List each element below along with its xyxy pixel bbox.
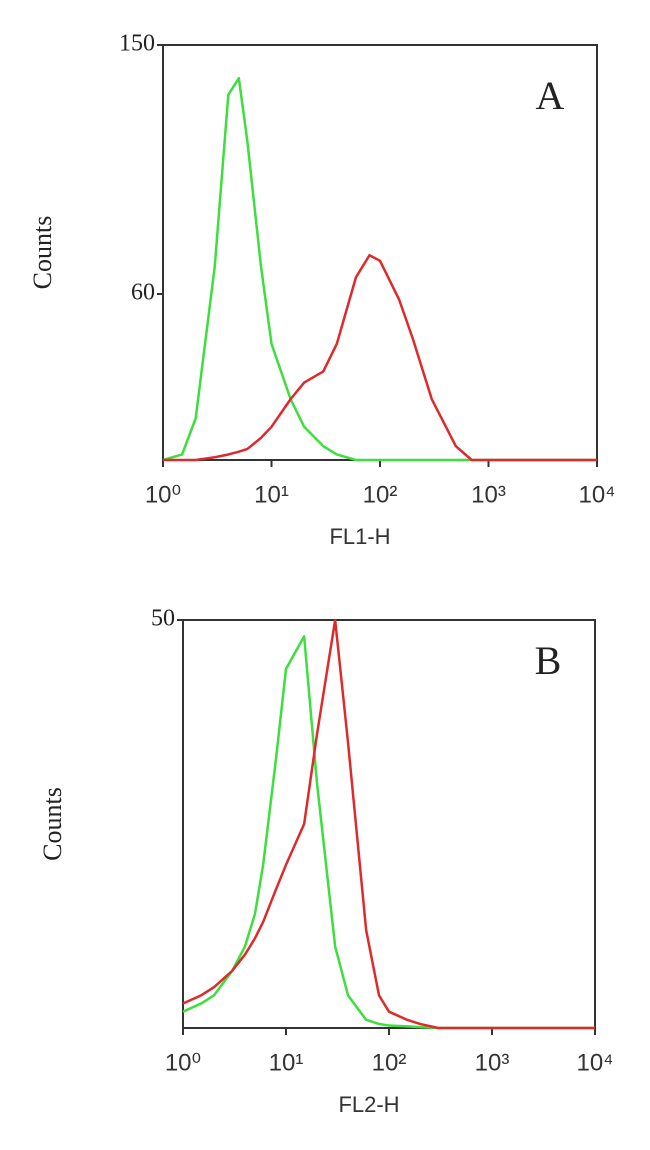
plot-frame: [182, 619, 596, 1029]
y-axis-label: Counts: [28, 216, 57, 290]
x-tick-label: 10²: [372, 1049, 407, 1076]
x-tick-label: 10⁰: [165, 1049, 201, 1076]
y-tick-label: 50: [151, 606, 175, 632]
y-axis-label: Counts: [38, 787, 67, 861]
y-tick-label: 60: [131, 280, 155, 306]
histogram-line: [163, 254, 597, 462]
x-axis-label: FL2-H: [338, 1092, 399, 1117]
x-tick-label: 10²: [363, 481, 398, 508]
panel-label: B: [535, 638, 562, 683]
x-tick-label: 10⁴: [578, 481, 615, 508]
y-tick-label: 150: [119, 31, 155, 57]
x-axis-label: FL1-H: [329, 524, 390, 549]
histogram-line: [162, 76, 597, 462]
x-tick-label: 10⁰: [145, 481, 181, 508]
x-tick-label: 10³: [475, 1049, 510, 1076]
x-tick-label: 10⁴: [576, 1049, 613, 1076]
histogram-line: [182, 635, 595, 1030]
panel-label: A: [536, 73, 565, 118]
x-tick-label: 10³: [471, 481, 506, 508]
histogram-line: [182, 618, 595, 1030]
x-tick-label: 10¹: [254, 481, 289, 508]
x-tick-label: 10¹: [269, 1049, 304, 1076]
